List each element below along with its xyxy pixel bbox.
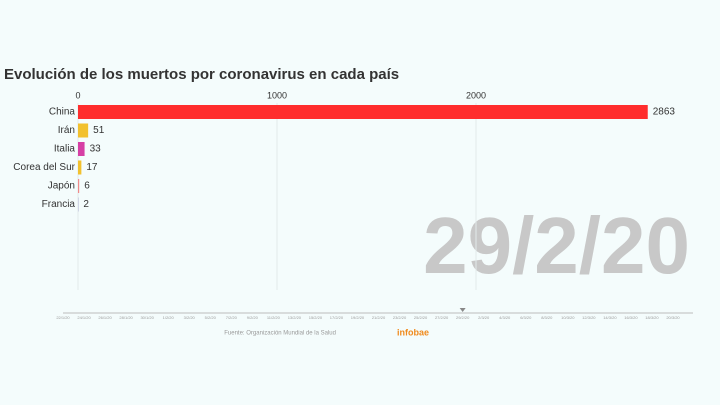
timeline-label: 30/1/20 bbox=[140, 315, 154, 320]
timeline-label: 29/2/20 bbox=[456, 315, 470, 320]
x-tick-label: 1000 bbox=[267, 90, 287, 100]
timeline-label: 23/2/20 bbox=[393, 315, 407, 320]
value-label: 2 bbox=[83, 199, 89, 210]
brand: infobae bbox=[397, 327, 429, 337]
timeline-label: 16/3/20 bbox=[624, 315, 638, 320]
timeline-label: 7/2/20 bbox=[226, 315, 238, 320]
x-tick-label: 0 bbox=[75, 90, 80, 100]
timeline-label: 6/3/20 bbox=[520, 315, 532, 320]
x-tick-label: 2000 bbox=[466, 90, 486, 100]
timeline-label: 4/3/20 bbox=[499, 315, 511, 320]
timeline-label: 1/2/20 bbox=[163, 315, 175, 320]
timeline-label: 9/2/20 bbox=[247, 315, 259, 320]
chart-title: Evolución de los muertos por coronavirus… bbox=[4, 66, 399, 83]
value-label: 6 bbox=[84, 181, 90, 192]
bar bbox=[78, 123, 89, 138]
bar bbox=[78, 160, 82, 175]
value-label: 2863 bbox=[653, 107, 676, 118]
timeline-label: 18/3/20 bbox=[645, 315, 659, 320]
timeline-label: 15/2/20 bbox=[309, 315, 323, 320]
y-tick-label: Corea del Sur bbox=[13, 162, 75, 173]
timeline-label: 17/2/20 bbox=[330, 315, 344, 320]
y-tick-label: China bbox=[49, 107, 76, 118]
timeline-label: 14/3/20 bbox=[603, 315, 617, 320]
timeline-label: 3/2/20 bbox=[184, 315, 196, 320]
timeline-label: 20/3/20 bbox=[666, 315, 680, 320]
timeline-marker bbox=[459, 308, 466, 312]
timeline-label: 26/1/20 bbox=[98, 315, 112, 320]
value-label: 33 bbox=[90, 144, 102, 155]
timeline-label: 27/2/20 bbox=[435, 315, 449, 320]
timeline-label: 8/3/20 bbox=[541, 315, 553, 320]
bar bbox=[78, 105, 648, 119]
timeline-label: 28/1/20 bbox=[119, 315, 133, 320]
value-label: 17 bbox=[86, 162, 98, 173]
timeline-label: 5/2/20 bbox=[205, 315, 217, 320]
timeline-label: 12/3/20 bbox=[582, 315, 596, 320]
bar bbox=[78, 142, 85, 156]
y-tick-label: Irán bbox=[58, 125, 75, 136]
timeline-label: 19/2/20 bbox=[351, 315, 365, 320]
timeline-label: 11/2/20 bbox=[267, 315, 281, 320]
timeline-label: 2/3/20 bbox=[478, 315, 490, 320]
timeline-label: 22/1/20 bbox=[56, 315, 70, 320]
timeline-label: 10/3/20 bbox=[561, 315, 575, 320]
timeline-label: 21/2/20 bbox=[372, 315, 386, 320]
timeline-label: 25/2/20 bbox=[414, 315, 428, 320]
date-label: 29/2/20 bbox=[423, 201, 690, 290]
value-label: 51 bbox=[93, 125, 105, 136]
y-tick-label: Japón bbox=[48, 181, 75, 192]
timeline-label: 13/2/20 bbox=[288, 315, 302, 320]
bar bbox=[78, 179, 80, 193]
source: Fuente: Organización Mundial de la Salud bbox=[224, 331, 336, 337]
y-tick-label: Francia bbox=[42, 199, 76, 210]
timeline-label: 24/1/20 bbox=[77, 315, 91, 320]
y-tick-label: Italia bbox=[54, 144, 76, 155]
